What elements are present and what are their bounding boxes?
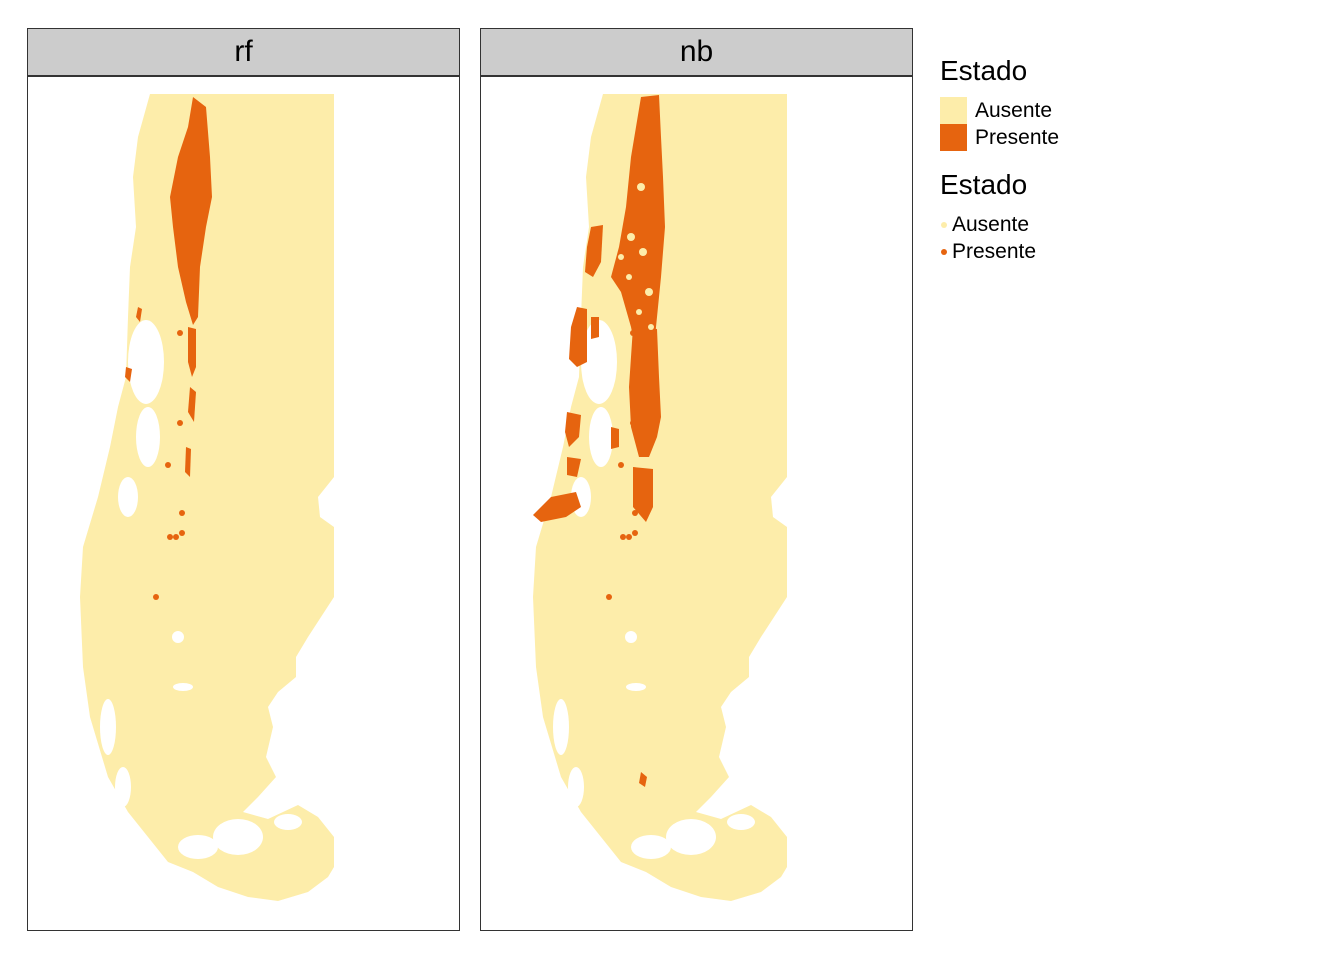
legend-point-label: Ausente: [952, 212, 1030, 236]
legend-point-item-absent: Ausente: [940, 211, 1200, 238]
facet-panel-nb: nb: [480, 28, 913, 931]
legend-fill-title: Estado: [940, 55, 1028, 86]
facet-label: nb: [679, 35, 714, 68]
occurrence-points-rf: [153, 330, 185, 600]
map-area-rf: [27, 76, 460, 931]
absence-flecks-nb: [618, 183, 654, 330]
swatch-absent: [940, 97, 967, 124]
dot-present: [941, 248, 947, 255]
facet-strip-rf: rf: [27, 28, 460, 76]
facet-strip-nb: nb: [480, 28, 913, 76]
legend-fill-items: Ausente Presente: [940, 97, 1200, 151]
water-gaps-rf: [100, 320, 302, 859]
water-gaps-nb: [553, 320, 755, 859]
legend-fill-item-absent: Ausente: [940, 97, 1200, 124]
facet-label: rf: [234, 35, 253, 68]
land-present-rf: [125, 97, 212, 477]
legend-fill-item-present: Presente: [940, 124, 1200, 151]
map-rf: [80, 94, 334, 901]
legend-points-title: Estado: [940, 169, 1028, 200]
dot-absent: [941, 221, 947, 228]
legend-point-items: Ausente Presente: [940, 211, 1200, 265]
map-area-nb: [480, 76, 913, 931]
legend-fill-label: Presente: [975, 125, 1060, 149]
legend: Estado Ausente Presente Estado Ausente P…: [940, 55, 1200, 265]
map-nb: [533, 94, 787, 901]
legend-point-label: Presente: [952, 239, 1037, 263]
land-present-nb: [533, 95, 665, 787]
legend-point-item-present: Presente: [940, 238, 1200, 265]
legend-fill-label: Ausente: [975, 98, 1053, 122]
occurrence-points-nb: [606, 330, 638, 600]
swatch-present: [940, 124, 967, 151]
facet-panel-rf: rf: [27, 28, 460, 931]
